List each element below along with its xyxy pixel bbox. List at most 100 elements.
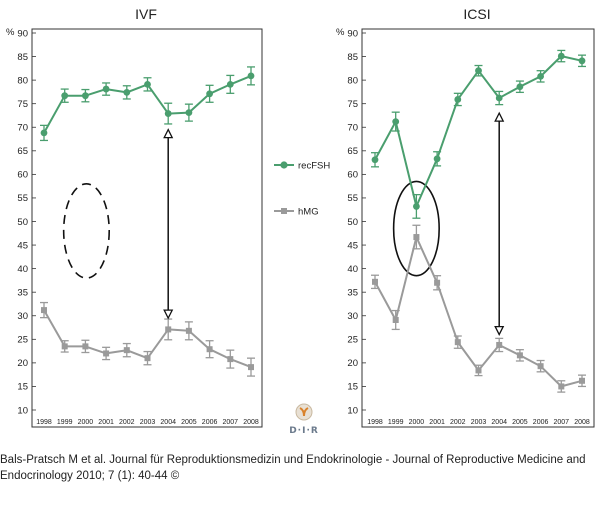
- ivf-y-tick-label: 10: [17, 405, 28, 416]
- icsi-y-tick-label: 80: [347, 75, 358, 86]
- ivf-series-recfsh-point: [82, 92, 89, 100]
- ivf-y-tick-label: 15: [17, 382, 28, 393]
- ivf-series-hmg-point: [206, 346, 213, 353]
- ivf-x-tick-label: 2006: [202, 419, 218, 426]
- ivf-double-arrow: [163, 128, 174, 320]
- icsi-series-recfsh-point: [537, 72, 544, 80]
- ivf-series-recfsh-point: [61, 92, 69, 100]
- figure-caption: Bals-Pratsch M et al. Journal für Reprod…: [0, 454, 586, 482]
- icsi-x-tick-label: 2006: [533, 419, 549, 426]
- icsi-series-hmg-line: [374, 236, 583, 388]
- icsi-x-tick-label: 2005: [512, 419, 528, 426]
- icsi-double-arrow-head-down: [494, 325, 505, 337]
- icsi-series-recfsh-point: [454, 96, 462, 103]
- icsi-double-arrow: [494, 111, 505, 337]
- ivf-series-hmg-point: [165, 326, 172, 333]
- icsi-y-tick-label: 90: [347, 28, 358, 39]
- ivf-chart-panel: IVF% 10 15 20 25 30 35 40 45 50 55 60 65 70 75 80 85 90 19…: [6, 6, 263, 428]
- ivf-x-tick-label: 2007: [223, 419, 239, 426]
- icsi-x-tick-label: 2003: [471, 419, 487, 426]
- icsi-series-recfsh-point: [475, 67, 482, 75]
- ivf-x-tick-label: 1999: [57, 419, 73, 426]
- icsi-series-hmg-point: [454, 339, 461, 346]
- ivf-double-arrow-head-up: [163, 128, 174, 139]
- icsi-y-unit-label: %: [336, 27, 345, 38]
- ivf-y-tick-label: 40: [17, 264, 28, 275]
- icsi-series-hmg-point: [372, 278, 378, 285]
- ivf-y-tick-label: 60: [17, 170, 28, 181]
- legend-item-hmg: hMG: [274, 207, 319, 218]
- ivf-series-hmg-point: [123, 347, 130, 354]
- icsi-y-tick-label: 50: [347, 217, 358, 228]
- icsi-y-tick-label: 65: [347, 146, 358, 157]
- icsi-series-hmg-point: [392, 316, 399, 323]
- icsi-series-hmg-point: [537, 363, 544, 370]
- ivf-series-recfsh-point: [164, 110, 172, 117]
- icsi-x-tick-label: 2002: [450, 419, 466, 426]
- ivf-highlight-ellipse: [62, 183, 111, 279]
- icsi-highlight-ellipse: [392, 180, 440, 277]
- ivf-series-recfsh-point: [247, 72, 255, 80]
- ivf-y-tick-label: 30: [17, 311, 28, 322]
- ivf-x-tick-label: 2003: [140, 419, 156, 426]
- legend-label-recfsh: recFSH: [298, 161, 330, 172]
- icsi-y-tick-label: 85: [347, 52, 358, 63]
- icsi-series-hmg: [371, 224, 586, 393]
- ivf-y-tick-label: 80: [17, 75, 28, 86]
- icsi-y-tick-label: 25: [347, 335, 358, 346]
- icsi-double-arrow-head-up: [494, 111, 505, 122]
- ivf-y-tick-label: 75: [17, 99, 28, 110]
- ivf-series-recfsh: [40, 66, 255, 142]
- icsi-y-tick-label: 15: [347, 382, 358, 393]
- ivf-series-recfsh-point: [144, 80, 151, 88]
- icsi-y-tick-label: 60: [347, 170, 358, 181]
- ivf-double-arrow-head-down: [163, 309, 174, 320]
- ivf-series-hmg-point: [61, 343, 68, 350]
- icsi-series-hmg-point: [413, 234, 420, 241]
- icsi-series-recfsh-point: [578, 57, 586, 65]
- icsi-series-recfsh-line: [374, 55, 583, 208]
- icsi-series-hmg-point: [558, 383, 565, 390]
- icsi-y-tick-label: 20: [347, 358, 358, 369]
- icsi-x-tick-label: 2007: [554, 419, 570, 426]
- ivf-x-tick-label: 1998: [36, 419, 52, 426]
- icsi-series-recfsh-point: [433, 155, 441, 163]
- icsi-x-tick-label: 2008: [574, 419, 590, 426]
- ivf-y-tick-label: 20: [17, 358, 28, 369]
- icsi-series-hmg-point: [475, 367, 482, 374]
- icsi-chart-title: ICSI: [463, 6, 490, 22]
- icsi-x-tick-label: 1998: [367, 419, 383, 426]
- icsi-y-tick-label: 70: [347, 123, 358, 134]
- icsi-series-recfsh-point: [392, 118, 400, 125]
- icsi-plot-frame: [361, 28, 595, 428]
- icsi-series-hmg-point: [496, 341, 503, 348]
- icsi-series-recfsh-point: [495, 94, 503, 102]
- ivf-y-tick-label: 90: [17, 28, 28, 39]
- icsi-series-recfsh-point: [557, 52, 565, 60]
- icsi-chart-panel: ICSI% 10 15 20 25 30 35 40 45 50 55 60 65 70 75 80 85 90 1…: [336, 6, 595, 428]
- legend-label-hmg: hMG: [298, 207, 319, 218]
- ivf-series-hmg-point: [248, 364, 254, 371]
- ivf-series-hmg-point: [103, 350, 110, 357]
- legend-marker-hmg: [281, 208, 287, 214]
- logo-emblem-mark-icon: [299, 407, 309, 417]
- ivf-y-tick-label: 25: [17, 335, 28, 346]
- ivf-y-tick-label: 55: [17, 193, 28, 204]
- ivf-series-hmg-point: [185, 327, 192, 334]
- icsi-y-tick-label: 55: [347, 193, 358, 204]
- figure: IVF% 10 15 20 25 30 35 40 45 50 55 60 65 70 75 80 85 90 19…: [6, 6, 595, 436]
- icsi-x-tick-label: 2001: [429, 419, 445, 426]
- ivf-series-recfsh-point: [102, 85, 110, 93]
- icsi-y-tick-label: 75: [347, 99, 358, 110]
- ivf-x-tick-label: 2005: [181, 419, 197, 426]
- ivf-x-tick-label: 2004: [160, 419, 176, 426]
- ivf-series-recfsh-point: [206, 90, 214, 98]
- icsi-x-tick-label: 1999: [388, 419, 404, 426]
- ivf-series-recfsh-point: [226, 80, 234, 88]
- legend-item-recfsh: recFSH: [274, 161, 330, 172]
- ivf-x-tick-label: 2001: [98, 419, 114, 426]
- icsi-y-tick-label: 10: [347, 405, 358, 416]
- ivf-y-tick-label: 35: [17, 287, 28, 298]
- ivf-series-hmg: [40, 301, 255, 377]
- icsi-x-tick-label: 2000: [409, 419, 425, 426]
